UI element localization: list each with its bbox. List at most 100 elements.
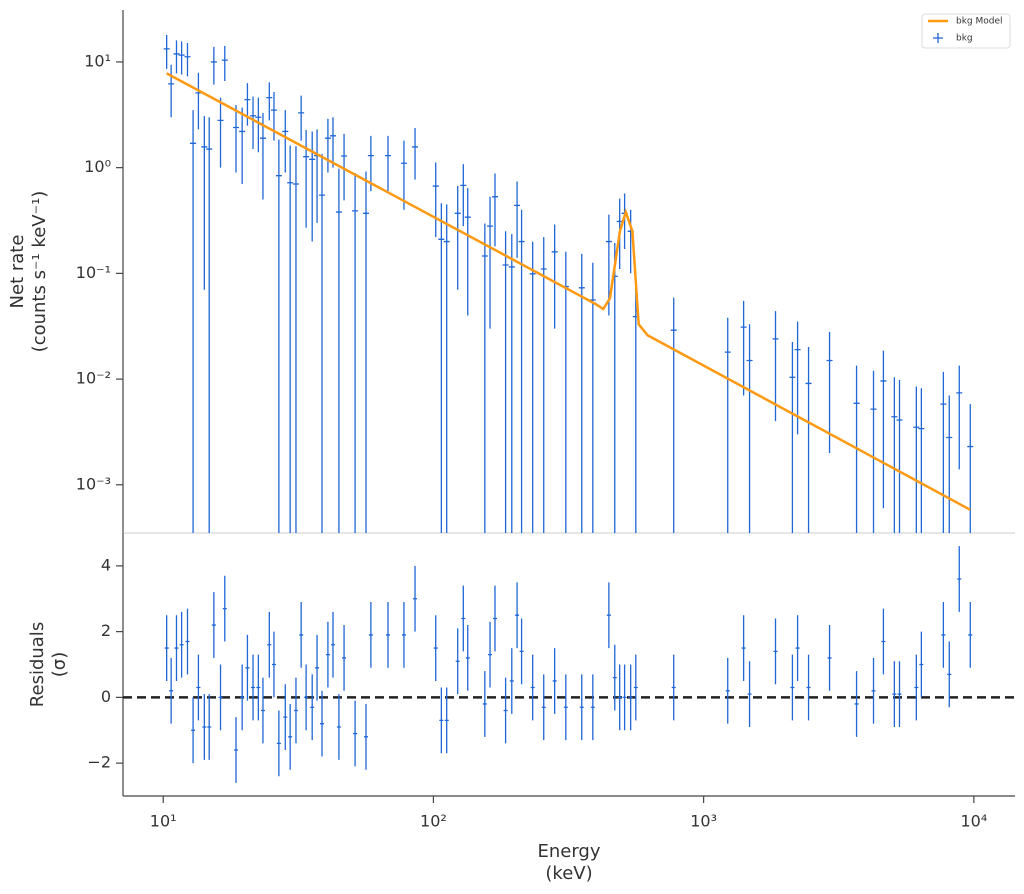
- error-bar: [918, 388, 925, 533]
- residual-bar: [552, 648, 557, 714]
- residual-bar: [773, 618, 778, 685]
- residual-bar: [541, 674, 546, 741]
- residual-bar: [519, 618, 524, 685]
- residual-bar: [941, 602, 946, 668]
- error-bar: [314, 129, 321, 223]
- residual-bar: [240, 664, 245, 731]
- residual-bar: [725, 657, 730, 724]
- y-axis-label: (counts s⁻¹ keV⁻¹): [29, 191, 50, 353]
- error-bar: [589, 262, 596, 533]
- error-bar: [460, 164, 467, 227]
- residual-bar: [892, 661, 897, 727]
- residual-bar: [256, 654, 261, 721]
- residual-bar: [353, 700, 358, 767]
- error-bar: [896, 380, 903, 533]
- residual-bar: [871, 657, 876, 724]
- residual-bar: [433, 615, 438, 681]
- plot-area: [163, 34, 974, 533]
- error-bar: [329, 117, 336, 168]
- error-bar: [233, 105, 240, 173]
- error-bar: [309, 131, 316, 242]
- error-bar: [412, 128, 419, 180]
- error-bar: [740, 300, 747, 396]
- y-tick-label: −2: [87, 753, 111, 772]
- error-bar: [266, 82, 273, 121]
- residual-bar: [211, 592, 216, 658]
- residual-bar: [288, 703, 293, 770]
- residual-bar: [444, 687, 449, 754]
- x-axis-label: (keV): [545, 863, 592, 884]
- residual-bar: [185, 608, 190, 675]
- error-bar: [352, 173, 359, 533]
- error-bar: [195, 72, 202, 130]
- residual-bar: [590, 674, 595, 741]
- residual-bar: [628, 664, 633, 731]
- residual-bar: [304, 664, 309, 731]
- residual-bar: [260, 677, 265, 744]
- residual-bar: [579, 674, 584, 741]
- residual-bar: [385, 602, 390, 668]
- residual-bar: [218, 664, 223, 731]
- residual-bar: [482, 671, 487, 737]
- error-bar: [319, 153, 326, 533]
- residual-bar: [196, 654, 201, 721]
- error-bar: [967, 404, 974, 533]
- residual-bar: [747, 661, 752, 727]
- error-bar: [298, 95, 305, 141]
- error-bar: [287, 145, 294, 533]
- residual-bar: [401, 602, 406, 668]
- error-bar: [178, 41, 185, 75]
- error-bar: [443, 204, 450, 533]
- legend-label: bkg Model: [956, 17, 1003, 27]
- error-bar: [168, 64, 175, 118]
- residual-bar: [330, 611, 335, 678]
- y-tick-label: 0: [101, 687, 111, 706]
- residual-bar: [509, 648, 514, 714]
- residual-bar: [947, 641, 952, 708]
- error-bar: [464, 188, 471, 316]
- residual-bar: [299, 602, 304, 668]
- error-bar: [217, 97, 224, 168]
- error-bar: [551, 224, 558, 329]
- residual-bar: [368, 602, 373, 668]
- error-bar: [540, 237, 547, 533]
- error-bar: [173, 40, 180, 74]
- error-bar: [487, 196, 494, 329]
- error-bar: [724, 317, 731, 533]
- error-bar: [529, 241, 536, 533]
- x-tick-label: 10²: [420, 812, 447, 831]
- error-bar: [206, 117, 213, 533]
- residual-bar: [342, 625, 347, 691]
- error-bar: [772, 311, 779, 422]
- error-bar: [502, 231, 509, 533]
- error-bar: [303, 130, 310, 228]
- residual-bar: [633, 654, 638, 721]
- error-bar: [362, 171, 369, 533]
- residual-bar: [617, 664, 622, 731]
- residual-bar: [293, 677, 298, 744]
- y-tick-label: 10⁻²: [76, 369, 111, 388]
- error-bar: [518, 209, 525, 533]
- residual-bar: [413, 565, 418, 632]
- x-tick-label: 10³: [690, 812, 717, 831]
- residual-bar: [612, 644, 617, 711]
- error-bar: [282, 110, 289, 173]
- residual-bar: [320, 690, 325, 757]
- residual-bar: [245, 634, 250, 701]
- residual-bar: [897, 661, 902, 727]
- x-axis-label: Energy: [537, 841, 600, 862]
- residual-bar: [325, 621, 330, 688]
- error-bar: [481, 223, 488, 533]
- error-bar: [491, 173, 498, 247]
- error-bar: [384, 135, 391, 192]
- y-axis-label: (σ): [49, 652, 70, 677]
- error-bar: [400, 140, 407, 210]
- residual-bar: [234, 717, 239, 783]
- error-bar: [201, 116, 208, 290]
- y-tick-label: 10⁰: [84, 157, 111, 176]
- residual-bar: [202, 694, 207, 760]
- residual-bar: [267, 611, 272, 678]
- error-bar: [805, 347, 812, 533]
- y-tick-label: 4: [101, 555, 111, 574]
- error-bar: [514, 181, 521, 258]
